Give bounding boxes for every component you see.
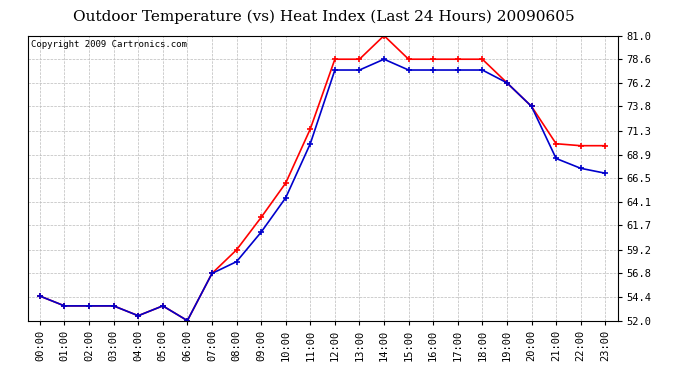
Text: Outdoor Temperature (vs) Heat Index (Last 24 Hours) 20090605: Outdoor Temperature (vs) Heat Index (Las… — [74, 9, 575, 24]
Text: Copyright 2009 Cartronics.com: Copyright 2009 Cartronics.com — [30, 40, 186, 49]
